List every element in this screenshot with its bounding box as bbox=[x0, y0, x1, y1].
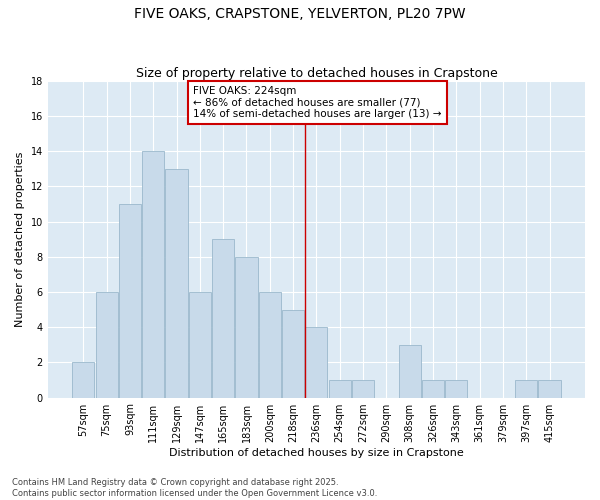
Bar bbox=[352, 380, 374, 398]
Bar bbox=[445, 380, 467, 398]
Bar bbox=[398, 345, 421, 398]
Bar bbox=[282, 310, 304, 398]
Bar bbox=[422, 380, 444, 398]
Bar bbox=[72, 362, 94, 398]
Bar bbox=[95, 292, 118, 398]
Bar bbox=[189, 292, 211, 398]
Text: FIVE OAKS, CRAPSTONE, YELVERTON, PL20 7PW: FIVE OAKS, CRAPSTONE, YELVERTON, PL20 7P… bbox=[134, 8, 466, 22]
Bar bbox=[515, 380, 537, 398]
Bar bbox=[329, 380, 351, 398]
Bar bbox=[119, 204, 141, 398]
Bar bbox=[259, 292, 281, 398]
Text: Contains HM Land Registry data © Crown copyright and database right 2025.
Contai: Contains HM Land Registry data © Crown c… bbox=[12, 478, 377, 498]
Bar bbox=[212, 239, 234, 398]
Bar bbox=[235, 256, 257, 398]
Bar bbox=[142, 151, 164, 398]
Text: FIVE OAKS: 224sqm
← 86% of detached houses are smaller (77)
14% of semi-detached: FIVE OAKS: 224sqm ← 86% of detached hous… bbox=[193, 86, 442, 119]
Bar bbox=[166, 168, 188, 398]
Title: Size of property relative to detached houses in Crapstone: Size of property relative to detached ho… bbox=[136, 66, 497, 80]
Bar bbox=[305, 327, 328, 398]
Bar bbox=[538, 380, 560, 398]
X-axis label: Distribution of detached houses by size in Crapstone: Distribution of detached houses by size … bbox=[169, 448, 464, 458]
Y-axis label: Number of detached properties: Number of detached properties bbox=[15, 152, 25, 327]
